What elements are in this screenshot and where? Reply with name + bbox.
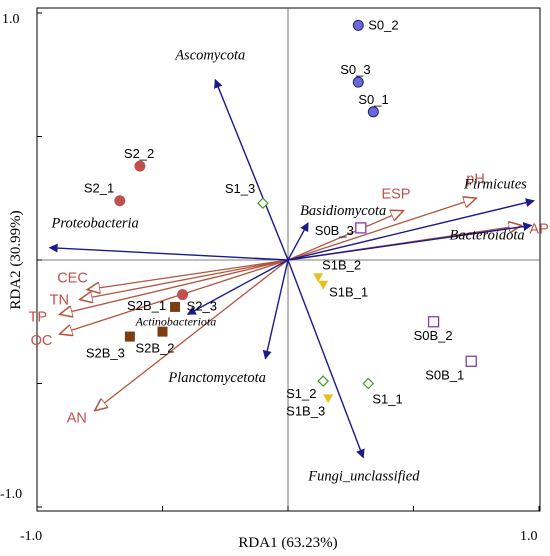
species-arrow-planctomycetota — [262, 259, 289, 360]
sample-label-s2b-3: S2B_3 — [86, 346, 125, 361]
sample-label-s2-3: S2_3 — [187, 299, 217, 314]
sample-label-s2b-2: S2B_2 — [136, 341, 175, 356]
sample-marker-s0-3 — [352, 76, 364, 88]
env-arrow-cec — [87, 259, 289, 290]
sample-label-s0-2: S0_2 — [368, 17, 398, 32]
species-arrow-fungi-unclassified — [287, 259, 365, 459]
sample-label-s1-2: S1_2 — [286, 386, 316, 401]
sample-marker-s1-2 — [317, 375, 329, 387]
species-label-basidiomycota: Basidiomycota — [300, 203, 386, 219]
species-label-firmicutes: Firmicutes — [463, 177, 527, 193]
x-tick-label-left: -1.0 — [20, 529, 42, 544]
sample-marker-s2-1 — [114, 195, 126, 207]
sample-label-s2-2: S2_2 — [124, 146, 154, 161]
samples — [114, 19, 477, 404]
env-label-esp: ESP — [381, 187, 410, 203]
env-label-ap: AP — [529, 221, 548, 237]
species-label-fungi-unclassified: Fungi_unclassified — [307, 469, 420, 485]
sample-marker-s1-1 — [362, 377, 375, 390]
species-arrow-ascomycota — [214, 78, 289, 261]
env-label-an: AN — [67, 411, 87, 427]
env-label-cec: CEC — [57, 271, 88, 287]
species-arrow-actinobacteriota — [186, 259, 289, 315]
env-arrow-oc — [60, 259, 289, 334]
species-label-actinobacteriota: Actinobacteriota — [135, 314, 217, 328]
sample-label-s0b-1: S0B_1 — [425, 367, 464, 382]
sample-marker-s1-3 — [257, 197, 269, 210]
y-tick-label-top: 1.0 — [2, 12, 20, 27]
sample-marker-s1b-1 — [318, 280, 329, 290]
sample-label-s1-1: S1_1 — [372, 392, 402, 407]
env-arrow-ph — [287, 198, 476, 261]
sample-label-s0b-2: S0B_2 — [414, 328, 453, 343]
env-arrows — [60, 198, 522, 410]
axis-ticks — [36, 12, 540, 511]
sample-marker-s2-3 — [177, 289, 189, 301]
sample-label-s1-3: S1_3 — [225, 181, 255, 196]
species-arrows — [48, 78, 535, 459]
sample-label-s2-1: S2_1 — [84, 181, 114, 196]
env-label-tn: TN — [50, 293, 69, 309]
sample-label-s1b-3: S1B_3 — [286, 403, 325, 418]
y-axis-title: RDA2 (30.99%) — [8, 210, 24, 309]
env-arrow-an — [95, 259, 289, 411]
x-axis-title: RDA1 (63.23%) — [238, 535, 337, 551]
sample-label-s1b-1: S1B_1 — [329, 285, 368, 300]
sample-label-s0-1: S0_1 — [358, 92, 388, 107]
sample-marker-s0b-3 — [355, 222, 367, 234]
species-label-ascomycota: Ascomycota — [174, 48, 245, 64]
env-arrow-tn — [80, 259, 289, 300]
sample-marker-s2b-3 — [124, 331, 135, 342]
sample-label-s1b-2: S1B_2 — [322, 257, 361, 272]
sample-marker-s2-2 — [134, 160, 146, 172]
sample-marker-s2b-2 — [157, 326, 168, 337]
species-label-proteobacteria: Proteobacteria — [51, 216, 139, 232]
env-label-ph: pH — [466, 171, 485, 187]
sample-label-s0-3: S0_3 — [340, 62, 370, 77]
y-tick-label-bottom: -1.0 — [0, 487, 22, 502]
sample-marker-s1b-2 — [313, 273, 324, 283]
x-tick-label-right: 1.0 — [520, 529, 538, 544]
sample-marker-s0b-2 — [427, 316, 440, 328]
species-label-bacteroidota: Bacteroidota — [449, 227, 524, 243]
sample-marker-s1b-3 — [323, 394, 334, 404]
species-arrow-proteobacteria — [48, 243, 289, 261]
sample-marker-s2b-1 — [170, 301, 181, 312]
env-arrow-tp — [60, 259, 289, 314]
env-arrow-esp — [287, 211, 403, 261]
sample-label-s2b-1: S2B_1 — [127, 298, 166, 313]
sample-label-s0b-3: S0B_3 — [315, 223, 354, 238]
species-arrow-basidiomycota — [287, 222, 309, 261]
env-label-tp: TP — [29, 309, 48, 325]
sample-marker-s0-1 — [367, 106, 379, 118]
sample-marker-s0b-1 — [465, 355, 477, 367]
env-label-oc: OC — [31, 333, 53, 349]
species-arrow-firmicutes — [287, 198, 535, 261]
sample-marker-s0-2 — [352, 19, 364, 31]
species-arrow-bacteroidota — [287, 222, 533, 261]
species-label-planctomycetota: Planctomycetota — [167, 370, 265, 386]
